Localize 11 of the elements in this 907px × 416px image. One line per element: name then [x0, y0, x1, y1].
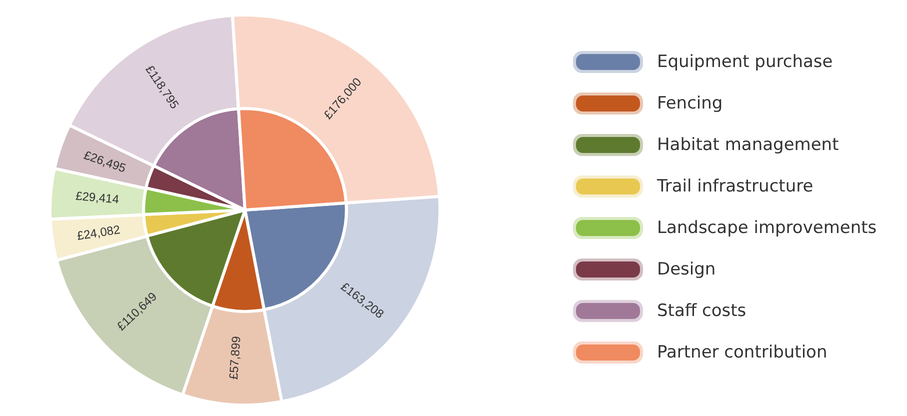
- legend-label: Trail infrastructure: [656, 176, 814, 196]
- data-label: £24,082: [76, 222, 122, 243]
- legend-label: Landscape improvements: [657, 218, 877, 238]
- legend-label: Partner contribution: [657, 342, 828, 362]
- legend-label: Equipment purchase: [657, 52, 833, 72]
- legend-label: Staff costs: [657, 301, 746, 321]
- data-label: £57,899: [226, 335, 244, 380]
- legend-label: Design: [657, 260, 716, 280]
- legend-label: Habitat management: [657, 135, 840, 155]
- data-label: £29,414: [75, 188, 120, 206]
- legend-label: Fencing: [657, 94, 723, 114]
